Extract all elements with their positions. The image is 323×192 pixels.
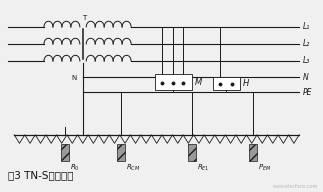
Bar: [249, 144, 257, 161]
Text: H: H: [243, 79, 249, 88]
Text: www.elecfans.com: www.elecfans.com: [273, 184, 318, 189]
Bar: [155, 74, 192, 90]
Text: L₃: L₃: [302, 56, 310, 65]
Text: 图3 TN-S系统原理: 图3 TN-S系统原理: [8, 170, 73, 180]
Text: $R_0$: $R_0$: [70, 163, 80, 173]
Text: $P_{EM}$: $P_{EM}$: [257, 163, 271, 173]
Bar: [188, 144, 196, 161]
Text: $R_{CM}$: $R_{CM}$: [126, 163, 141, 173]
Text: PE: PE: [302, 88, 312, 97]
Text: M: M: [195, 78, 203, 87]
Text: L₁: L₁: [302, 22, 310, 31]
Bar: [118, 144, 125, 161]
Text: T: T: [82, 15, 87, 21]
Text: $R_{E1}$: $R_{E1}$: [197, 163, 209, 173]
Text: L₂: L₂: [302, 40, 310, 48]
Text: N: N: [71, 75, 77, 81]
Bar: [213, 77, 240, 90]
Text: N: N: [302, 73, 308, 82]
Bar: [61, 144, 69, 161]
